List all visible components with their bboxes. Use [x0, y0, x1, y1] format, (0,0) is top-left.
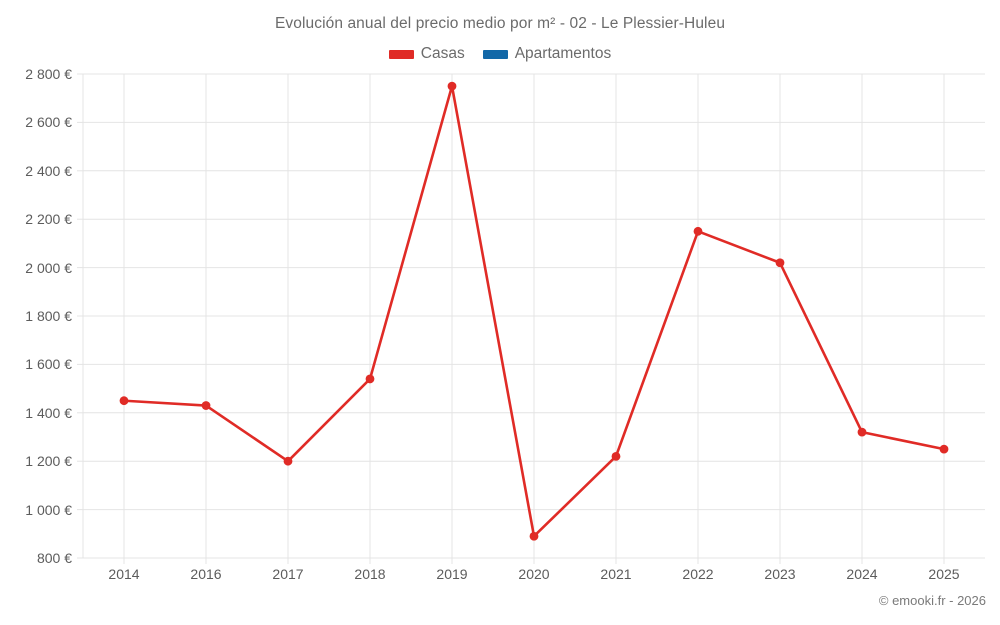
data-point-casas[interactable]: [857, 427, 867, 437]
x-axis-tick-label: 2018: [354, 566, 386, 582]
data-point-casas[interactable]: [365, 374, 375, 384]
y-axis-tick-label: 1 200 €: [25, 453, 72, 470]
data-point-casas[interactable]: [775, 258, 785, 268]
x-axis-tick-label: 2020: [518, 566, 550, 582]
data-point-casas[interactable]: [693, 226, 703, 236]
data-point-casas[interactable]: [283, 456, 293, 466]
legend-item-apartamentos[interactable]: Apartamentos: [482, 45, 612, 63]
legend-item-casas[interactable]: Casas: [388, 45, 465, 63]
legend-swatch-apartamentos: [482, 49, 508, 59]
y-axis-tick-label: 1 800 €: [25, 308, 72, 324]
x-axis-tick-label: 2021: [600, 566, 632, 582]
y-axis-tick-label: 2 600 €: [25, 114, 72, 131]
y-axis-tick-label: 2 200 €: [25, 211, 72, 228]
x-axis-tick-label: 2022: [682, 566, 714, 582]
x-axis-tick-label: 2024: [846, 566, 878, 582]
legend-swatch-casas: [388, 49, 414, 59]
legend-label-apartamentos: Apartamentos: [514, 45, 612, 62]
y-axis-tick-label: 800 €: [36, 550, 72, 566]
series-points: [119, 81, 949, 541]
data-point-casas[interactable]: [611, 451, 621, 461]
grid-lines: [77, 73, 985, 564]
legend-label-casas: Casas: [420, 45, 465, 62]
chart-legend: Casas Apartamentos: [0, 45, 1000, 63]
data-point-casas[interactable]: [119, 396, 129, 406]
x-axis-tick-label: 2017: [272, 566, 304, 582]
x-axis-tick-label: 2023: [764, 566, 796, 582]
credit-text: © emooki.fr - 2026: [878, 593, 986, 608]
data-point-casas[interactable]: [201, 401, 211, 410]
data-point-casas[interactable]: [447, 81, 457, 91]
x-axis-tick-label: 2014: [108, 566, 140, 582]
y-axis-tick-label: 2 000 €: [25, 259, 72, 276]
x-axis-tick-label: 2025: [928, 566, 960, 582]
y-axis-tick-label: 1 000 €: [25, 501, 72, 518]
y-axis-tick-label: 1 600 €: [25, 356, 72, 373]
x-axis-tick-label: 2019: [436, 566, 468, 582]
data-point-casas[interactable]: [529, 531, 539, 541]
data-point-casas[interactable]: [939, 444, 949, 454]
y-axis-tick-label: 2 400 €: [25, 162, 72, 179]
y-axis-tick-label: 2 800 €: [25, 66, 72, 82]
chart-title: Evolución anual del precio medio por m² …: [274, 15, 726, 32]
y-axis-tick-label: 1 400 €: [25, 404, 72, 421]
x-axis-tick-label: 2016: [190, 566, 222, 582]
